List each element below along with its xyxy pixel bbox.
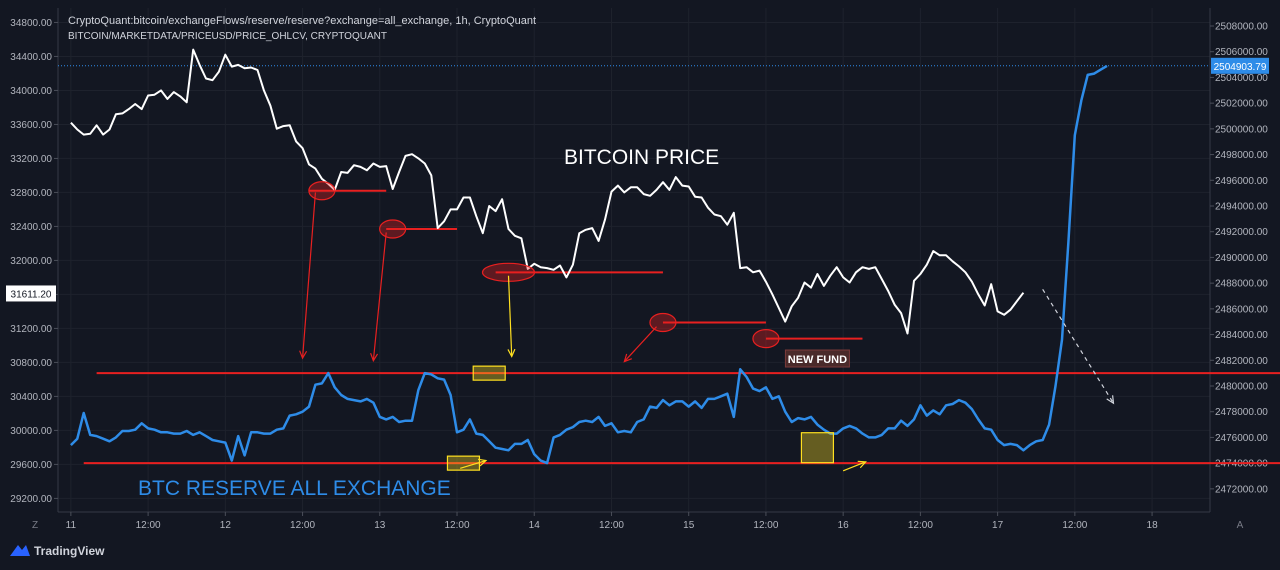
x-tick-label: 12:00 [445, 520, 470, 531]
x-axis-ticks: 11 12:00 12 12:00 13 12:00 14 12:00 15 12:00 16 12:… [66, 512, 1158, 531]
projection-arrow [1042, 289, 1114, 404]
right-tick-label: 2508000.00 [1215, 22, 1268, 33]
x-tick-label: 12:00 [599, 520, 624, 531]
new-fund-label: NEW FUND [788, 354, 847, 366]
right-tick-label: 2480000.00 [1215, 382, 1268, 393]
yellow-arrow [507, 275, 513, 357]
right-tick-label: 2496000.00 [1215, 176, 1268, 187]
price-circle-marker [308, 181, 336, 201]
highlight-box [800, 432, 835, 464]
price-current-label: 31611.20 [11, 289, 52, 300]
yellow-arrow [460, 459, 487, 469]
right-tick-label: 2498000.00 [1215, 150, 1268, 161]
right-tick-label: 2482000.00 [1215, 356, 1268, 367]
right-tick-label: 2500000.00 [1215, 124, 1268, 135]
right-tick-label: 2476000.00 [1215, 433, 1268, 444]
x-tick-label: 15 [683, 520, 695, 531]
x-tick-label: 11 [66, 520, 77, 531]
left-tick-label: 29200.00 [10, 494, 52, 505]
new-fund-badge [784, 349, 850, 368]
zoom-button-right[interactable]: A [1233, 517, 1247, 531]
x-tick-label: 12:00 [1062, 520, 1087, 531]
x-tick-label: 12:00 [908, 520, 933, 531]
x-tick-label: 12 [220, 520, 232, 531]
yellow-arrow-head [857, 460, 867, 469]
reserve-current-label: 2504903.79 [1214, 62, 1267, 73]
left-tick-label: 30400.00 [10, 392, 52, 403]
x-tick-label: 12:00 [290, 520, 315, 531]
zoom-button-left-label: Z [32, 520, 38, 531]
left-axis-ticks: 34800.00 34400.00 34000.00 33600.00 33200.00… [10, 18, 58, 505]
tradingview-logo-text: TradingView [34, 544, 105, 558]
yellow-arrow-head [507, 348, 516, 358]
red-arrow [301, 192, 317, 359]
projection-arrow-head [1106, 395, 1115, 405]
left-tick-label: 33200.00 [10, 154, 52, 165]
left-tick-label: 32000.00 [10, 256, 52, 267]
tradingview-logo[interactable]: TradingView [10, 544, 105, 558]
right-tick-label: 2488000.00 [1215, 279, 1268, 290]
left-tick-label: 33600.00 [10, 120, 52, 131]
price-circle-marker [752, 329, 780, 349]
grid [58, 8, 1210, 512]
red-arrow [623, 326, 657, 362]
x-tick-label: 16 [838, 520, 850, 531]
left-tick-label: 31200.00 [10, 324, 52, 335]
yellow-arrow [842, 461, 866, 472]
zoom-button-right-label: A [1237, 520, 1244, 531]
right-tick-label: 2504000.00 [1215, 73, 1268, 84]
reserve-series-line [70, 64, 1108, 465]
x-tick-label: 12:00 [136, 520, 161, 531]
left-tick-label: 30800.00 [10, 358, 52, 369]
left-tick-label: 29600.00 [10, 460, 52, 471]
right-tick-label: 2484000.00 [1215, 330, 1268, 341]
annotations-front: NEW FUND 31611.20 2504903.79 [6, 57, 1269, 472]
tradingview-logo-icon [10, 545, 30, 556]
price-series-line [70, 48, 1025, 335]
price-circle-marker [379, 219, 407, 239]
red-arrow-head [623, 353, 633, 363]
right-tick-label: 2472000.00 [1215, 484, 1268, 495]
highlight-box [472, 365, 506, 381]
right-tick-label: 2492000.00 [1215, 227, 1268, 238]
x-tick-label: 13 [374, 520, 386, 531]
right-tick-label: 2494000.00 [1215, 202, 1268, 213]
left-tick-label: 34800.00 [10, 18, 52, 29]
left-tick-label: 32800.00 [10, 188, 52, 199]
left-tick-label: 34400.00 [10, 52, 52, 63]
x-tick-label: 18 [1147, 520, 1159, 531]
x-tick-label: 12:00 [753, 520, 778, 531]
left-tick-label: 32400.00 [10, 222, 52, 233]
price-title: BITCOIN PRICE [564, 146, 719, 169]
right-tick-label: 2478000.00 [1215, 407, 1268, 418]
series [70, 48, 1108, 465]
right-tick-label: 2506000.00 [1215, 47, 1268, 58]
header-line2: BITCOIN/MARKETDATA/PRICEUSD/PRICE_OHLCV,… [68, 31, 387, 42]
red-arrow-head [299, 350, 308, 360]
x-tick-label: 17 [992, 520, 1004, 531]
zoom-button-left[interactable]: Z [28, 517, 42, 531]
highlight-box [446, 455, 481, 471]
left-tick-label: 34000.00 [10, 86, 52, 97]
right-tick-label: 2502000.00 [1215, 99, 1268, 110]
left-tick-label: 30000.00 [10, 426, 52, 437]
x-tick-label: 14 [529, 520, 541, 531]
right-tick-label: 2490000.00 [1215, 253, 1268, 264]
red-arrow-head [370, 352, 379, 363]
red-arrow [372, 232, 387, 361]
right-tick-label: 2486000.00 [1215, 304, 1268, 315]
reserve-title: BTC RESERVE ALL EXCHANGE [138, 477, 451, 500]
annotations-back [58, 65, 1280, 465]
header-line1: CryptoQuant:bitcoin/exchangeFlows/reserv… [68, 15, 536, 27]
price-current-badge [6, 285, 56, 302]
right-axis-ticks: 2508000.00 2506000.00 2504000.00 2502000.00… [1210, 22, 1268, 495]
reserve-current-badge [1211, 57, 1269, 74]
yellow-arrow-head [477, 458, 488, 467]
